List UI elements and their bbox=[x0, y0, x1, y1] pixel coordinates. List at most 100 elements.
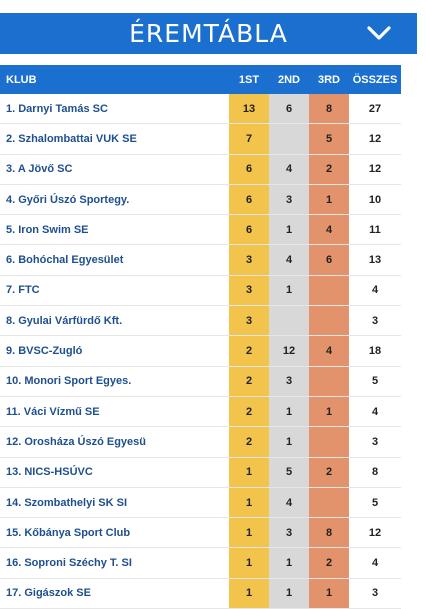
col-header-total[interactable]: ÖSSZES bbox=[349, 65, 401, 94]
club-name-cell[interactable]: 13. NICS-HSÚVC bbox=[0, 457, 229, 488]
table-row[interactable]: 17. Gigászok SE 1 1 1 3 bbox=[0, 578, 401, 609]
bronze-count-cell: 4 bbox=[309, 214, 349, 246]
club-name-cell[interactable]: 3. A Jövő SC bbox=[0, 154, 229, 185]
table-row[interactable]: 6. Bohóchal Egyesület 3 4 6 13 bbox=[0, 244, 401, 276]
table-row[interactable]: 10. Monori Sport Egyes. 2 3 5 bbox=[0, 366, 401, 397]
gold-count-cell: 6 bbox=[229, 184, 269, 216]
silver-count-cell: 3 bbox=[269, 366, 309, 397]
table-row[interactable]: 7. FTC 3 1 4 bbox=[0, 275, 401, 307]
club-name-cell[interactable]: 8. Gyulai Várfürdő Kft. bbox=[0, 305, 229, 337]
gold-count-cell: 3 bbox=[229, 244, 269, 276]
col-header-second[interactable]: 2ND bbox=[269, 65, 309, 94]
medal-table-widget: ÉREMTÁBLA KLUB 1ST 2ND 3RD ÖSSZES 1. Dar… bbox=[0, 13, 417, 609]
table-row[interactable]: 13. NICS-HSÚVC 1 5 2 8 bbox=[0, 457, 401, 488]
total-count-cell: 11 bbox=[349, 214, 401, 246]
table-row[interactable]: 5. Iron Swim SE 6 1 4 11 bbox=[0, 214, 401, 246]
gold-count-cell: 13 bbox=[229, 94, 269, 125]
table-body: 1. Darnyi Tamás SC 13 6 8 27 2. Szhalombattai… bbox=[0, 94, 401, 609]
total-count-cell: 18 bbox=[349, 335, 401, 367]
club-name-cell[interactable]: 7. FTC bbox=[0, 275, 229, 307]
silver-count-cell: 4 bbox=[269, 487, 309, 519]
table-row[interactable]: 1. Darnyi Tamás SC 13 6 8 27 bbox=[0, 94, 401, 125]
table-row[interactable]: 3. A Jövő SC 6 4 2 12 bbox=[0, 154, 401, 185]
gold-count-cell: 7 bbox=[229, 123, 269, 155]
gold-count-cell: 1 bbox=[229, 457, 269, 488]
table-row[interactable]: 16. Soproni Széchy T. SI 1 1 2 4 bbox=[0, 547, 401, 579]
silver-count-cell: 4 bbox=[269, 154, 309, 185]
bronze-count-cell: 6 bbox=[309, 244, 349, 276]
bronze-count-cell: 5 bbox=[309, 123, 349, 155]
total-count-cell: 13 bbox=[349, 244, 401, 276]
silver-count-cell: 1 bbox=[269, 396, 309, 428]
silver-count-cell: 12 bbox=[269, 335, 309, 367]
silver-count-cell: 1 bbox=[269, 426, 309, 458]
silver-count-cell: 1 bbox=[269, 214, 309, 246]
gold-count-cell: 2 bbox=[229, 335, 269, 367]
silver-count-cell: 1 bbox=[269, 275, 309, 307]
gold-count-cell: 2 bbox=[229, 426, 269, 458]
table-header-row: KLUB 1ST 2ND 3RD ÖSSZES bbox=[0, 65, 401, 94]
gold-count-cell: 6 bbox=[229, 154, 269, 185]
bronze-count-cell bbox=[309, 305, 349, 337]
table-row[interactable]: 12. Orosháza Úszó Egyesü 2 1 3 bbox=[0, 426, 401, 458]
total-count-cell: 10 bbox=[349, 184, 401, 216]
club-name-cell[interactable]: 17. Gigászok SE bbox=[0, 578, 229, 609]
gold-count-cell: 6 bbox=[229, 214, 269, 246]
total-count-cell: 27 bbox=[349, 94, 401, 125]
gold-count-cell: 1 bbox=[229, 578, 269, 609]
silver-count-cell bbox=[269, 123, 309, 155]
club-name-cell[interactable]: 5. Iron Swim SE bbox=[0, 214, 229, 246]
club-name-cell[interactable]: 16. Soproni Széchy T. SI bbox=[0, 547, 229, 579]
bronze-count-cell: 2 bbox=[309, 154, 349, 185]
col-header-third[interactable]: 3RD bbox=[309, 65, 349, 94]
club-name-cell[interactable]: 15. Kőbánya Sport Club bbox=[0, 517, 229, 549]
gold-count-cell: 1 bbox=[229, 517, 269, 549]
club-name-cell[interactable]: 6. Bohóchal Egyesület bbox=[0, 244, 229, 276]
bronze-count-cell bbox=[309, 487, 349, 519]
total-count-cell: 8 bbox=[349, 457, 401, 488]
silver-count-cell: 3 bbox=[269, 517, 309, 549]
club-name-cell[interactable]: 14. Szombathelyi SK SI bbox=[0, 487, 229, 519]
bronze-count-cell bbox=[309, 426, 349, 458]
silver-count-cell: 1 bbox=[269, 547, 309, 579]
total-count-cell: 4 bbox=[349, 396, 401, 428]
bronze-count-cell bbox=[309, 275, 349, 307]
club-name-cell[interactable]: 10. Monori Sport Egyes. bbox=[0, 366, 229, 397]
total-count-cell: 3 bbox=[349, 578, 401, 609]
chevron-down-icon[interactable] bbox=[367, 25, 391, 41]
total-count-cell: 12 bbox=[349, 517, 401, 549]
bronze-count-cell: 1 bbox=[309, 578, 349, 609]
gold-count-cell: 2 bbox=[229, 396, 269, 428]
table-row[interactable]: 14. Szombathelyi SK SI 1 4 5 bbox=[0, 487, 401, 519]
col-header-first[interactable]: 1ST bbox=[229, 65, 269, 94]
table-row[interactable]: 9. BVSC-Zugló 2 12 4 18 bbox=[0, 335, 401, 367]
table-row[interactable]: 2. Szhalombattai VUK SE 7 5 12 bbox=[0, 123, 401, 155]
gold-count-cell: 3 bbox=[229, 305, 269, 337]
silver-count-cell: 6 bbox=[269, 94, 309, 125]
bronze-count-cell: 2 bbox=[309, 457, 349, 488]
table-row[interactable]: 8. Gyulai Várfürdő Kft. 3 3 bbox=[0, 305, 401, 337]
silver-count-cell bbox=[269, 305, 309, 337]
medal-table-header[interactable]: ÉREMTÁBLA bbox=[0, 13, 417, 54]
total-count-cell: 3 bbox=[349, 426, 401, 458]
col-header-club[interactable]: KLUB bbox=[0, 65, 229, 94]
header-title: ÉREMTÁBLA bbox=[129, 19, 288, 48]
club-name-cell[interactable]: 9. BVSC-Zugló bbox=[0, 335, 229, 367]
bronze-count-cell: 8 bbox=[309, 517, 349, 549]
table-row[interactable]: 11. Váci Vízmű SE 2 1 1 4 bbox=[0, 396, 401, 428]
club-name-cell[interactable]: 1. Darnyi Tamás SC bbox=[0, 94, 229, 125]
table-row[interactable]: 15. Kőbánya Sport Club 1 3 8 12 bbox=[0, 517, 401, 549]
club-name-cell[interactable]: 12. Orosháza Úszó Egyesü bbox=[0, 426, 229, 458]
bronze-count-cell bbox=[309, 366, 349, 397]
gold-count-cell: 2 bbox=[229, 366, 269, 397]
silver-count-cell: 1 bbox=[269, 578, 309, 609]
bronze-count-cell: 1 bbox=[309, 184, 349, 216]
bronze-count-cell: 8 bbox=[309, 94, 349, 125]
club-name-cell[interactable]: 4. Győri Úszó Sportegy. bbox=[0, 184, 229, 216]
total-count-cell: 12 bbox=[349, 154, 401, 185]
club-name-cell[interactable]: 11. Váci Vízmű SE bbox=[0, 396, 229, 428]
table-row[interactable]: 4. Győri Úszó Sportegy. 6 3 1 10 bbox=[0, 184, 401, 216]
club-name-cell[interactable]: 2. Szhalombattai VUK SE bbox=[0, 123, 229, 155]
total-count-cell: 5 bbox=[349, 366, 401, 397]
total-count-cell: 3 bbox=[349, 305, 401, 337]
